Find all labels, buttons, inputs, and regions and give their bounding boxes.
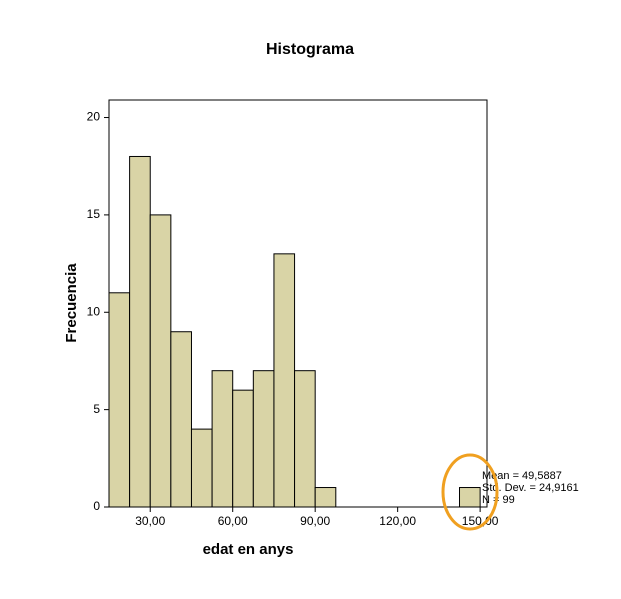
x-tick-label: 30,00 bbox=[135, 514, 165, 528]
bar bbox=[190, 428, 213, 508]
y-tick-label: 20 bbox=[87, 110, 101, 124]
bar bbox=[459, 487, 481, 508]
bar bbox=[232, 389, 254, 508]
y-tick-label: 10 bbox=[87, 304, 101, 318]
bar bbox=[129, 155, 151, 508]
bar bbox=[294, 370, 316, 508]
y-tick-label: 0 bbox=[93, 499, 100, 513]
y-tick-label: 5 bbox=[93, 402, 100, 416]
bar bbox=[149, 214, 172, 508]
x-tick-label: 120,00 bbox=[379, 514, 416, 528]
bar bbox=[108, 292, 131, 508]
bar bbox=[211, 370, 234, 508]
highlight-circle bbox=[441, 453, 499, 531]
stat-text: Std. Dev. = 24,9161 bbox=[482, 482, 579, 494]
x-axis-label: edat en anys bbox=[203, 541, 294, 558]
bar bbox=[170, 331, 192, 508]
stat-text: Mean = 49,5887 bbox=[482, 470, 562, 482]
y-axis-label: Frecuencia bbox=[63, 263, 80, 343]
x-tick-label: 90,00 bbox=[300, 514, 330, 528]
chart-title: Histograma bbox=[266, 41, 354, 58]
bar bbox=[314, 487, 337, 508]
stat-text: N = 99 bbox=[482, 494, 515, 506]
bar bbox=[273, 253, 296, 508]
bar bbox=[252, 370, 275, 508]
x-tick-label: 60,00 bbox=[218, 514, 248, 528]
y-tick-label: 15 bbox=[87, 207, 101, 221]
